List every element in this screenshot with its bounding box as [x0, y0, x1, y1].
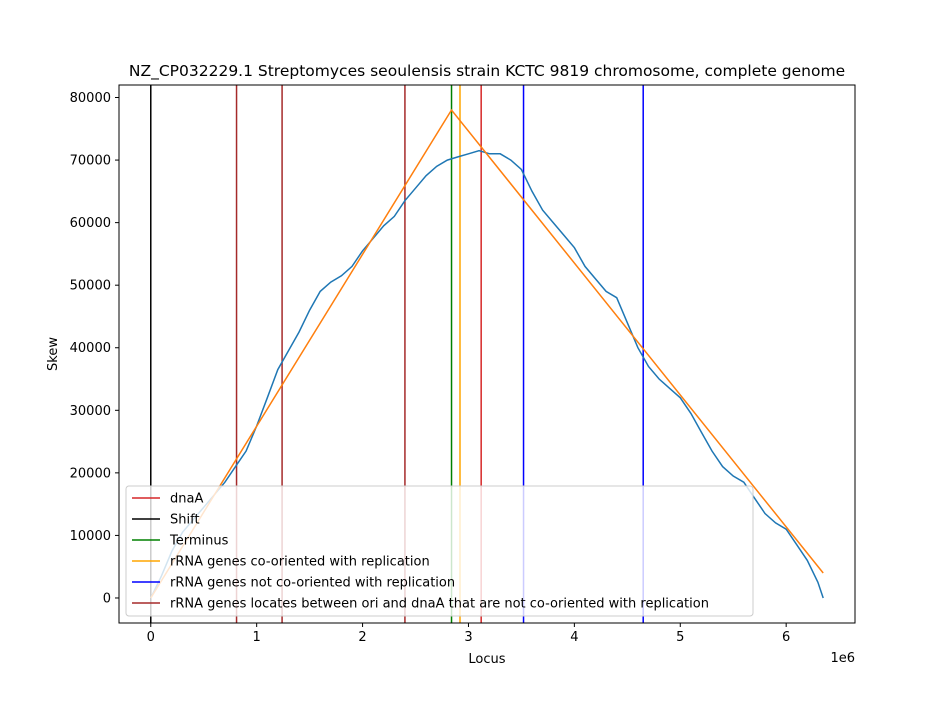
y-tick-label: 30000: [70, 404, 111, 419]
y-tick-label: 50000: [70, 279, 111, 294]
y-tick-label: 80000: [70, 91, 111, 106]
y-tick-label: 0: [103, 591, 111, 606]
y-tick-label: 40000: [70, 341, 111, 356]
fit-line: [150, 108, 824, 599]
plot-frame: [118, 84, 856, 624]
y-tick-label: 20000: [70, 466, 111, 481]
x-tick-label: 3: [464, 630, 472, 645]
x-tick-label: 6: [782, 630, 790, 645]
legend-label: dnaA: [170, 492, 203, 507]
x-tick-label: 4: [570, 630, 578, 645]
y-tick-label: 70000: [70, 154, 111, 169]
x-tick-label: 2: [358, 630, 366, 645]
x-tick-label: 5: [676, 630, 684, 645]
y-axis-label: Skew: [46, 337, 61, 371]
x-tick-label: 1: [253, 630, 261, 645]
legend-label: Shift: [170, 513, 200, 528]
skew-line: [150, 149, 824, 599]
legend-label: rRNA genes co-oriented with replication: [170, 555, 430, 570]
legend-label: Terminus: [169, 534, 229, 549]
x-tick-label: 0: [147, 630, 155, 645]
legend: dnaA Shift Terminus rRNA genes co-oriented …: [125, 485, 754, 617]
legend-box: [125, 485, 754, 617]
legend-label: rRNA genes locates between ori and dnaA …: [170, 597, 709, 612]
y-tick-label: 60000: [70, 216, 111, 231]
x-axis-offset-label: 1e6: [830, 651, 855, 666]
x-axis-label: Locus: [468, 652, 505, 667]
y-tick-label: 10000: [70, 529, 111, 544]
chart-title: NZ_CP032229.1 Streptomyces seoulensis st…: [129, 62, 845, 81]
legend-label: rRNA genes not co-oriented with replicat…: [170, 576, 455, 591]
